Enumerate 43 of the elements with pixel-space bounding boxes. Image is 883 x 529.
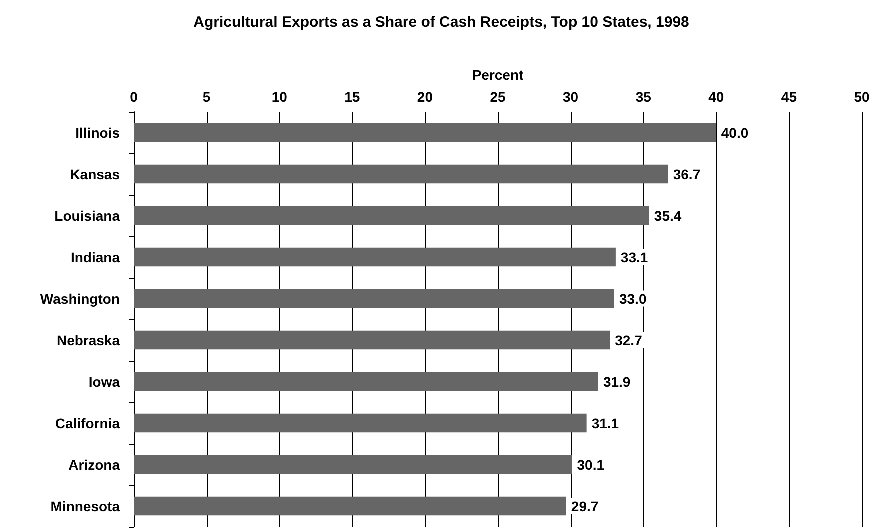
bar — [134, 248, 616, 267]
x-tick-label: 35 — [636, 89, 652, 105]
data-label: 35.4 — [654, 208, 682, 224]
data-label: 33.0 — [619, 290, 647, 307]
x-tick-label: 45 — [781, 89, 798, 105]
y-tick-label: Arizona — [68, 456, 120, 473]
data-label: 36.7 — [673, 166, 701, 182]
x-tick-label: 40 — [708, 89, 724, 105]
x-tick-label: 5 — [202, 89, 211, 105]
data-label: 29.7 — [571, 498, 599, 514]
x-tick-label: 50 — [854, 89, 870, 105]
bar — [134, 330, 610, 350]
y-tick-label: Kansas — [70, 166, 120, 182]
y-tick-label: Louisiana — [54, 208, 120, 224]
x-axis-title: Percent — [472, 67, 524, 83]
data-label: 40.0 — [721, 124, 749, 141]
x-tick-label: 0 — [130, 89, 138, 105]
data-label: 30.1 — [577, 456, 605, 473]
y-tick-label: Indiana — [70, 249, 120, 266]
bar — [134, 206, 650, 226]
bar — [134, 455, 572, 474]
bar — [134, 372, 598, 392]
y-tick-label: Washington — [40, 290, 120, 307]
bar — [134, 164, 668, 184]
y-tick-label: Nebraska — [56, 332, 120, 348]
bar — [134, 123, 716, 142]
x-tick-label: 20 — [417, 89, 434, 105]
bar — [134, 496, 566, 516]
data-label: 31.9 — [603, 374, 631, 390]
data-label: 32.7 — [615, 332, 643, 348]
y-tick-label: California — [55, 415, 120, 432]
data-label: 33.1 — [620, 249, 648, 266]
y-tick-label: Minnesota — [50, 498, 120, 514]
y-tick-label: Iowa — [88, 374, 120, 390]
x-tick-label: 30 — [563, 89, 579, 105]
x-tick-label: 10 — [272, 89, 288, 105]
chart-title: Agricultural Exports as a Share of Cash Receipts, Top 10 States, 1998 — [194, 14, 690, 31]
y-tick-label: Illinois — [76, 124, 120, 141]
data-label: 31.1 — [592, 415, 620, 432]
bar — [134, 414, 587, 433]
x-tick-label: 25 — [490, 89, 506, 105]
x-tick-label: 15 — [344, 89, 360, 105]
bar — [134, 289, 614, 308]
